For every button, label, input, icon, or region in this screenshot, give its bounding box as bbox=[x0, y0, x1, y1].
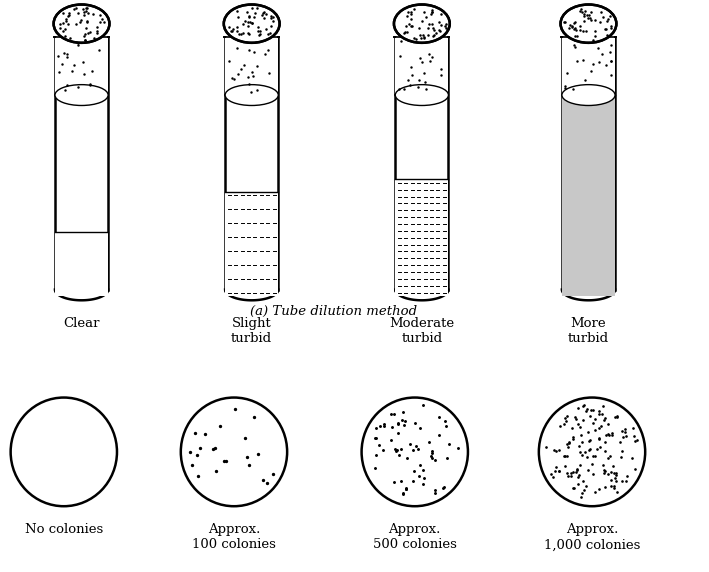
Text: More
turbid: More turbid bbox=[568, 317, 609, 345]
Polygon shape bbox=[396, 37, 448, 95]
Polygon shape bbox=[396, 180, 448, 296]
Polygon shape bbox=[562, 95, 615, 296]
Polygon shape bbox=[55, 37, 108, 95]
Ellipse shape bbox=[362, 398, 468, 506]
Ellipse shape bbox=[394, 5, 450, 43]
Ellipse shape bbox=[181, 398, 287, 506]
Ellipse shape bbox=[562, 85, 615, 105]
Text: No colonies: No colonies bbox=[25, 523, 103, 537]
Polygon shape bbox=[55, 232, 108, 296]
Polygon shape bbox=[225, 37, 278, 95]
Ellipse shape bbox=[55, 85, 108, 105]
Ellipse shape bbox=[224, 5, 279, 43]
Text: Approx.
500 colonies: Approx. 500 colonies bbox=[373, 523, 457, 551]
Ellipse shape bbox=[561, 5, 616, 43]
Ellipse shape bbox=[54, 5, 109, 43]
Text: Moderate
turbid: Moderate turbid bbox=[389, 317, 454, 345]
Text: Approx.
100 colonies: Approx. 100 colonies bbox=[192, 523, 276, 551]
Text: Clear: Clear bbox=[63, 317, 100, 331]
Polygon shape bbox=[225, 192, 278, 296]
Ellipse shape bbox=[11, 398, 117, 506]
Ellipse shape bbox=[225, 85, 278, 105]
Polygon shape bbox=[562, 37, 615, 95]
Text: Slight
turbid: Slight turbid bbox=[231, 317, 272, 345]
Ellipse shape bbox=[539, 398, 645, 506]
Ellipse shape bbox=[396, 85, 448, 105]
Text: (a) Tube dilution method: (a) Tube dilution method bbox=[250, 305, 417, 318]
Text: Approx.
1,000 colonies: Approx. 1,000 colonies bbox=[544, 523, 640, 551]
